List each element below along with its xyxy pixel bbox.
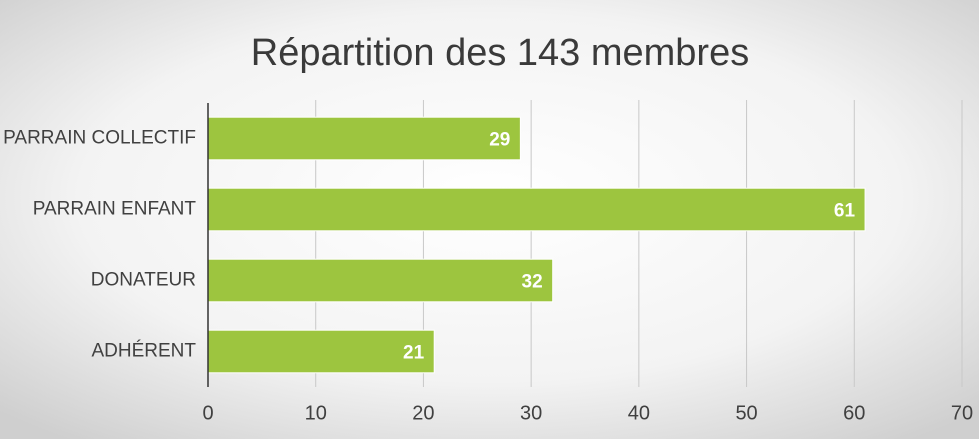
x-tick-label: 20 (412, 402, 434, 424)
bar (207, 258, 554, 303)
bar (207, 116, 521, 161)
x-tick-label: 60 (843, 402, 865, 424)
x-tick-label: 30 (520, 402, 542, 424)
bar (207, 187, 866, 232)
x-tick-label: 0 (202, 402, 213, 424)
x-tick-label: 70 (951, 402, 973, 424)
y-tick-label: PARRAIN COLLECTIF (3, 128, 196, 149)
x-tick-label: 50 (735, 402, 757, 424)
data-label: 32 (522, 272, 543, 293)
data-label: 61 (834, 201, 856, 222)
y-tick-label: DONATEUR (91, 270, 196, 291)
x-tick-label: 40 (628, 402, 650, 424)
y-tick-label: ADHÉRENT (91, 341, 196, 362)
data-label: 29 (489, 130, 510, 151)
data-label: 21 (403, 343, 425, 364)
bar (207, 329, 435, 374)
x-tick-label: 10 (305, 402, 327, 424)
y-tick-label: PARRAIN ENFANT (33, 199, 197, 220)
chart-title: Répartition des 143 membres (251, 32, 749, 74)
